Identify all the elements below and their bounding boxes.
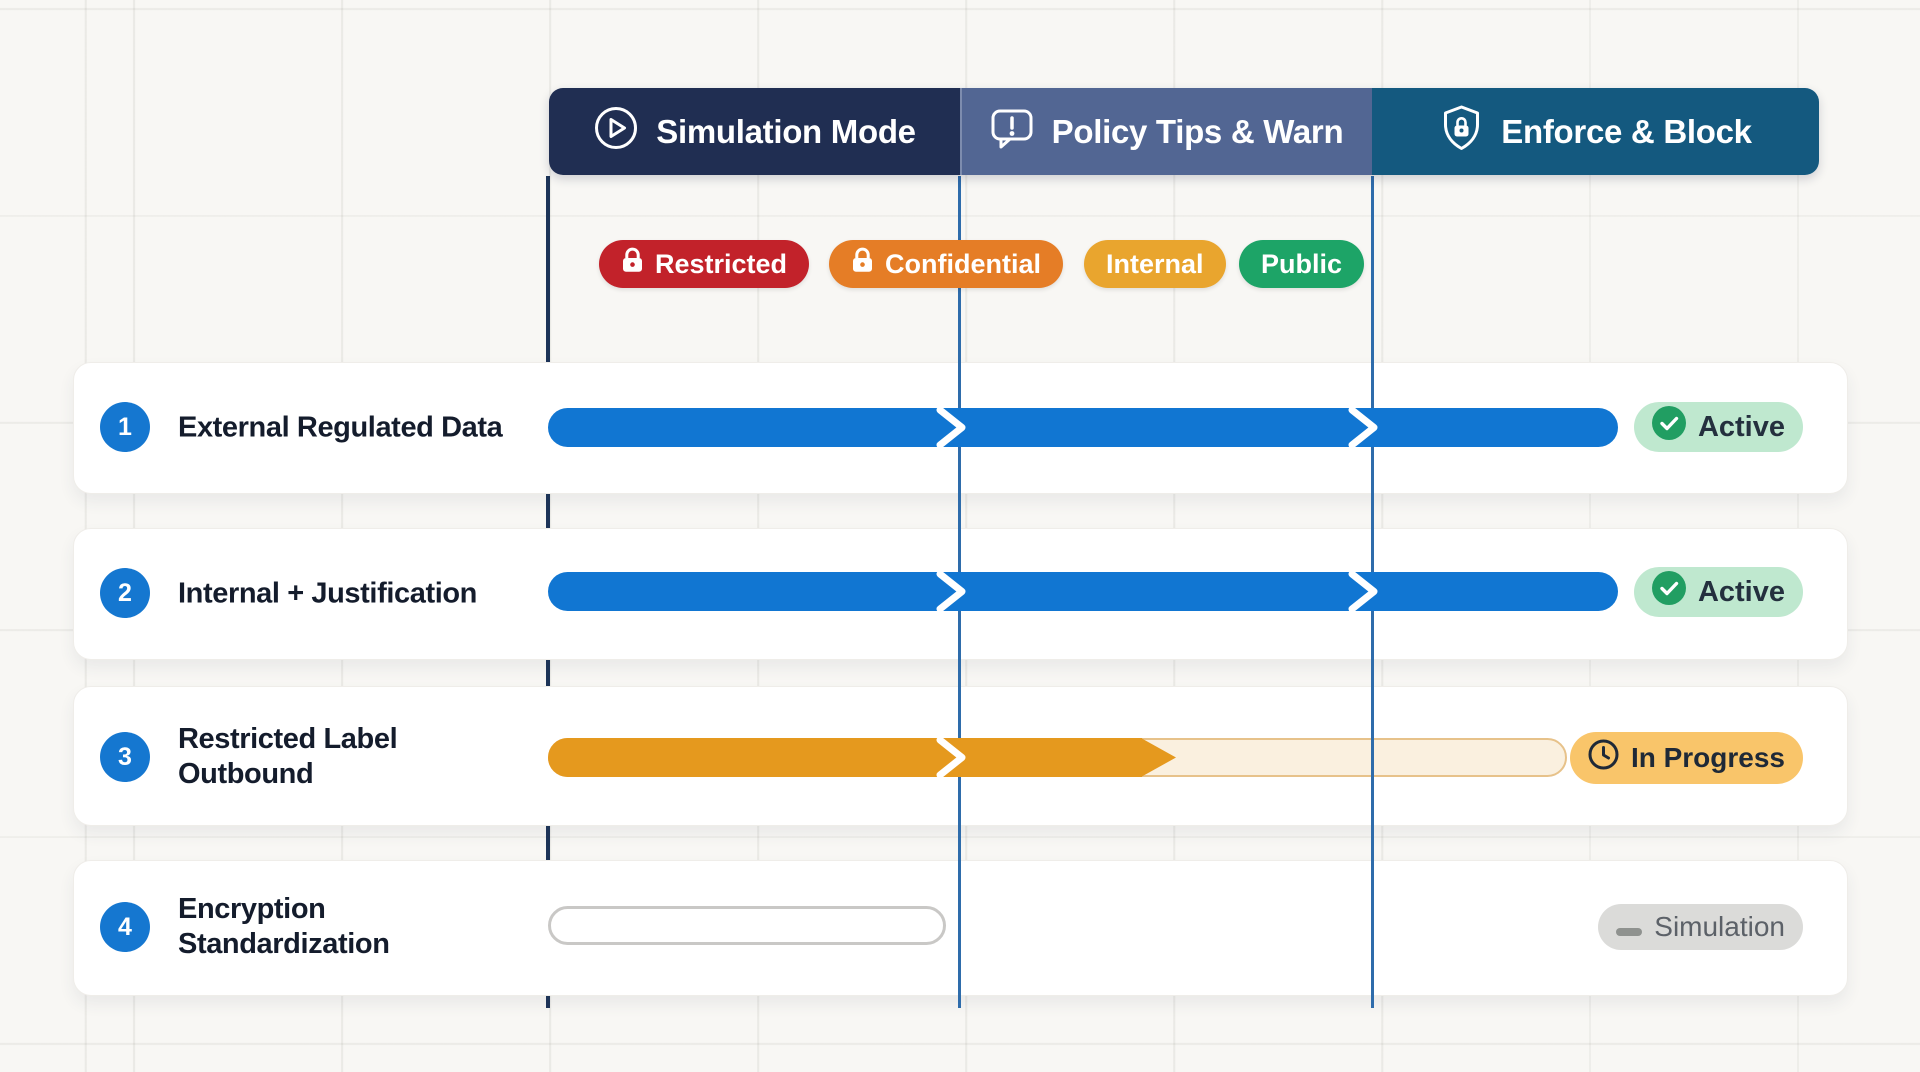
alert-bubble-icon — [989, 105, 1035, 159]
label-chip-restricted[interactable]: Restricted — [599, 240, 810, 288]
status-label: Active — [1697, 410, 1785, 443]
progress-bar-partial — [548, 736, 1176, 779]
row-number-badge: 3 — [100, 732, 150, 782]
progress-bar-empty — [548, 906, 946, 945]
status-badge-simulation: Simulation — [1598, 904, 1803, 950]
tab-label: Policy Tips & Warn — [1051, 112, 1344, 150]
status-label: Active — [1697, 575, 1785, 608]
tab-label: Simulation Mode — [656, 112, 916, 150]
label-chip-public[interactable]: Public — [1239, 240, 1365, 288]
tab-label: Enforce & Block — [1501, 112, 1752, 150]
tab-policy-tips-warn[interactable]: Policy Tips & Warn — [960, 88, 1372, 175]
status-label: Simulation — [1654, 911, 1785, 942]
check-circle-icon — [1651, 406, 1686, 448]
chip-label: Restricted — [655, 248, 788, 279]
status-label: In Progress — [1630, 742, 1785, 773]
lock-icon — [851, 247, 874, 281]
chip-label: Public — [1261, 248, 1343, 279]
tab-simulation-mode[interactable]: Simulation Mode — [549, 88, 960, 175]
play-circle-icon — [593, 105, 639, 159]
status-badge-active: Active — [1633, 567, 1803, 617]
row-label: Internal + Justification — [178, 577, 477, 610]
progress-bar-full — [548, 570, 1618, 613]
status-badge-active: Active — [1633, 402, 1803, 452]
check-circle-icon — [1651, 571, 1686, 613]
phase-divider-chevron-icon — [1346, 406, 1380, 454]
phase-divider-chevron-icon — [934, 406, 968, 454]
progress-bar-full — [548, 406, 1618, 449]
row-number-badge: 1 — [100, 402, 150, 452]
label-chip-internal[interactable]: Internal — [1084, 240, 1226, 288]
status-badge-in-progress: In Progress — [1569, 732, 1803, 784]
chip-label: Confidential — [885, 248, 1041, 279]
row-label: External Regulated Data — [178, 411, 503, 444]
shield-lock-icon — [1439, 104, 1484, 160]
lock-icon — [621, 247, 644, 281]
phase-divider-chevron-icon — [934, 570, 968, 618]
progress-arrow-head-icon — [1141, 738, 1176, 782]
chip-label: Internal — [1106, 248, 1204, 279]
row-number-badge: 2 — [100, 568, 150, 618]
row-number-badge: 4 — [100, 902, 150, 952]
clock-icon — [1588, 739, 1619, 777]
phase-divider-chevron-icon — [934, 736, 968, 784]
phase-divider-chevron-icon — [1346, 570, 1380, 618]
phase-header: Simulation Mode Policy Tips & Warn Enfor… — [549, 88, 1819, 175]
dash-icon — [1616, 911, 1643, 943]
tab-enforce-block[interactable]: Enforce & Block — [1372, 88, 1819, 175]
row-label: Encryption Standardization — [178, 893, 390, 960]
row-label: Restricted Label Outbound — [178, 723, 398, 790]
label-chip-confidential[interactable]: Confidential — [829, 240, 1063, 288]
